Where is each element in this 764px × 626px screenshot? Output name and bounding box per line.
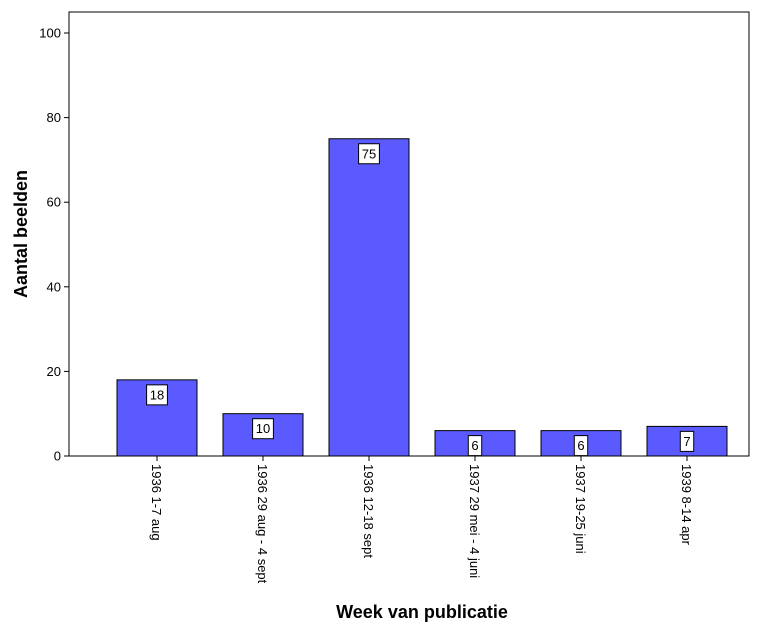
data-label: 6 bbox=[577, 438, 584, 453]
y-tick-label: 20 bbox=[47, 364, 61, 379]
x-tick-label: 1936 1-7 aug bbox=[149, 464, 164, 541]
x-tick-label: 1937 19-25 juni bbox=[573, 464, 588, 554]
y-axis-title: Aantal beelden bbox=[11, 170, 31, 298]
y-tick-label: 0 bbox=[54, 449, 61, 464]
data-label: 6 bbox=[471, 438, 478, 453]
x-tick-label: 1939 8-14 apr bbox=[679, 464, 694, 546]
bar bbox=[328, 138, 410, 457]
y-tick-label: 40 bbox=[47, 279, 61, 294]
data-label: 75 bbox=[362, 146, 376, 161]
x-tick-label: 1936 12-18 sept bbox=[361, 464, 376, 558]
data-label-box bbox=[358, 143, 380, 165]
data-label-box bbox=[146, 384, 168, 406]
x-axis: 1936 1-7 aug 1936 29 aug - 4 sept 1936 12-… bbox=[149, 456, 694, 584]
y-tick-label: 60 bbox=[47, 195, 61, 210]
data-label: 10 bbox=[256, 421, 270, 436]
data-label: 7 bbox=[683, 434, 690, 449]
bars: 18 10 75 6 6 7 bbox=[116, 138, 728, 457]
data-label-box bbox=[467, 435, 483, 457]
y-axis: 0 20 40 60 80 100 bbox=[39, 26, 69, 464]
y-tick-label: 80 bbox=[47, 110, 61, 125]
data-label: 18 bbox=[150, 387, 164, 402]
y-tick-label: 100 bbox=[39, 26, 61, 41]
x-tick-label: 1937 29 mei - 4 juni bbox=[467, 464, 482, 578]
x-axis-title: Week van publicatie bbox=[336, 602, 508, 622]
data-label-box bbox=[679, 430, 695, 452]
data-label-box bbox=[252, 418, 274, 440]
data-label-box bbox=[573, 435, 589, 457]
x-tick-label: 1936 29 aug - 4 sept bbox=[255, 464, 270, 584]
